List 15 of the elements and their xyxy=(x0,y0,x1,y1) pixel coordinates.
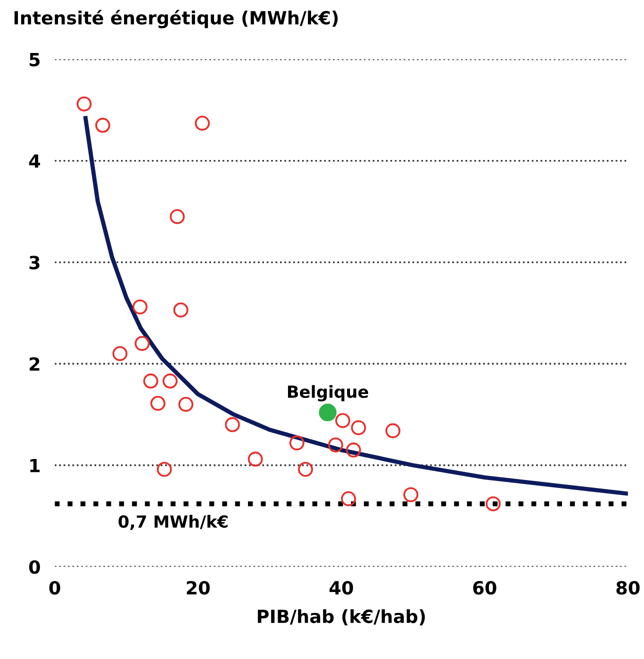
x-tick-label: 0 xyxy=(49,580,60,595)
x-tick-label: 20 xyxy=(186,580,210,595)
y-tick-label: 4 xyxy=(29,154,40,168)
annotation: Belgique xyxy=(288,385,368,402)
y-tick-label: 1 xyxy=(30,458,40,472)
y-tick-label: 3 xyxy=(29,256,40,270)
y-tick-label: 2 xyxy=(30,357,40,371)
y-tick-label: 5 xyxy=(30,53,40,66)
y-axis-title: Intensité énergétique (MWh/k€) xyxy=(14,10,338,28)
x-axis-title: PIB/hab (k€/hab) xyxy=(258,609,425,626)
ref-line-label: 0,7 MWh/k€ xyxy=(118,514,228,530)
y-tick-label: 0 xyxy=(29,560,40,574)
x-tick-label: 40 xyxy=(330,580,354,595)
x-tick-label: 80 xyxy=(616,580,640,595)
x-tick-label: 60 xyxy=(473,580,496,595)
